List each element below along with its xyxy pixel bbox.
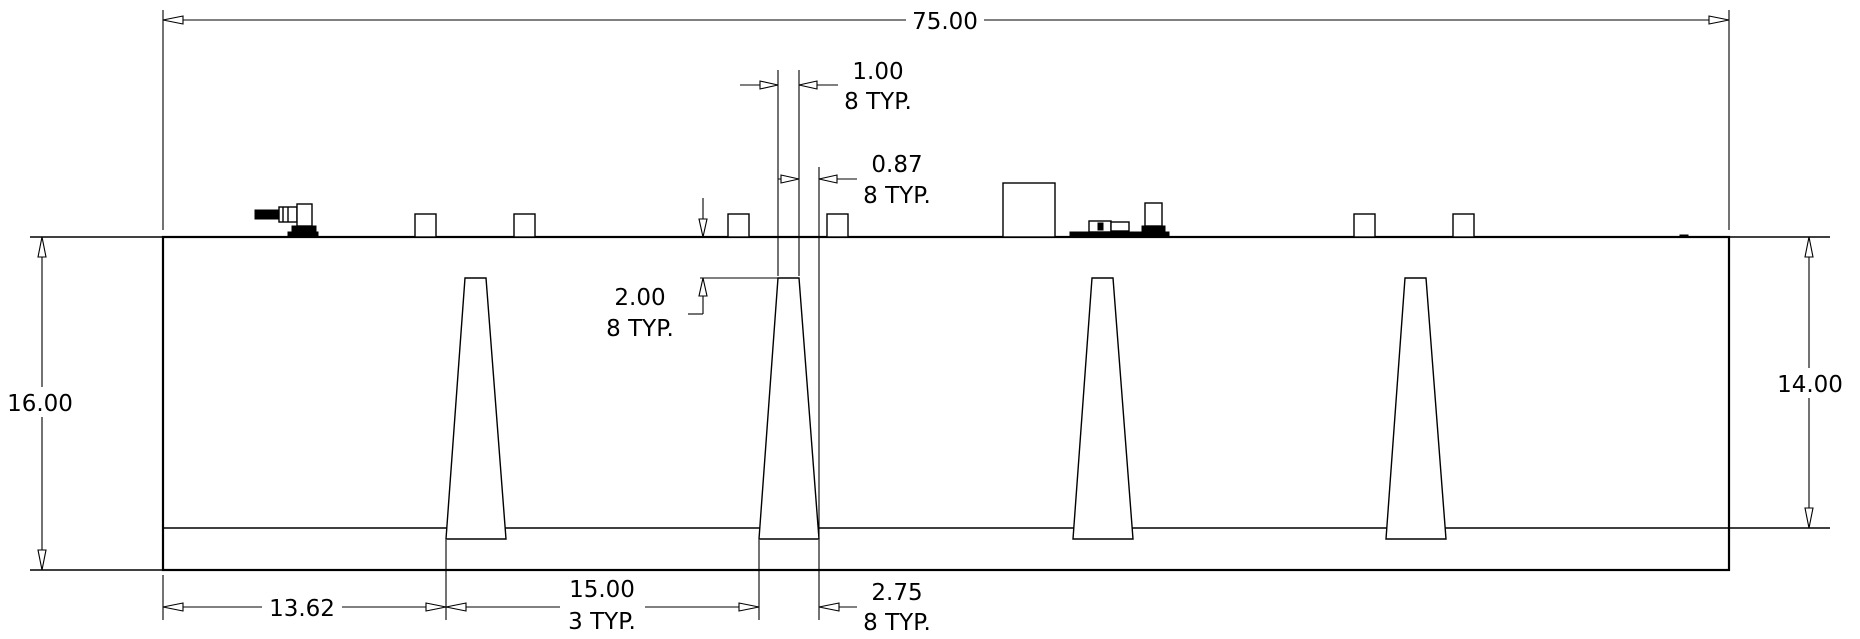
- dim-overall-height: 16.00: [2, 236, 78, 571]
- dim-spacing-note: 3 TYP.: [568, 609, 636, 635]
- bottom-extension-lines: [162, 540, 820, 620]
- finger-2: [758, 277, 820, 540]
- dim-finger-top-width-note: 8 TYP.: [844, 89, 912, 115]
- dim-finger-base-offset-note: 8 TYP.: [863, 183, 931, 209]
- small-mark: [1679, 234, 1689, 238]
- finger-1: [445, 277, 507, 540]
- finger-3: [1072, 277, 1134, 540]
- connector-left-icon: [254, 203, 319, 237]
- dim-finger-inset-label: 2.00: [614, 285, 665, 311]
- dim-finger-top-width-label: 1.00: [852, 59, 903, 85]
- dim-finger-base-width: 2.75 8 TYP.: [818, 580, 931, 636]
- finger-4: [1385, 277, 1447, 540]
- dim-inner-height-label: 14.00: [1777, 372, 1843, 398]
- top-small-boxes: [414, 213, 1475, 238]
- dim-finger-base-width-label: 2.75: [871, 580, 922, 606]
- dim-finger-inset: 2.00 8 TYP.: [606, 198, 778, 342]
- dim-spacing-label: 15.00: [569, 577, 635, 603]
- dim-finger-top-width: 1.00 8 TYP.: [740, 59, 912, 276]
- dim-overall-length: 75.00: [162, 6, 1730, 230]
- dim-inner-height: 14.00: [1770, 236, 1850, 529]
- dim-finger-base-width-note: 8 TYP.: [863, 610, 931, 636]
- dim-finger-inset-note: 8 TYP.: [606, 316, 674, 342]
- connector-right-icon: [1069, 202, 1170, 237]
- top-large-box: [1002, 182, 1056, 238]
- dim-overall-length-label: 75.00: [912, 9, 978, 35]
- main-body: [30, 235, 1830, 572]
- dim-overall-height-label: 16.00: [7, 391, 73, 417]
- dim-spacing: 15.00 3 TYP.: [445, 577, 760, 635]
- dim-finger-base-offset-label: 0.87: [871, 152, 922, 178]
- dim-first-offset-label: 13.62: [269, 596, 335, 622]
- dim-finger-base-offset: 0.87 8 TYP.: [778, 152, 931, 537]
- dim-first-offset: 13.62: [162, 593, 447, 622]
